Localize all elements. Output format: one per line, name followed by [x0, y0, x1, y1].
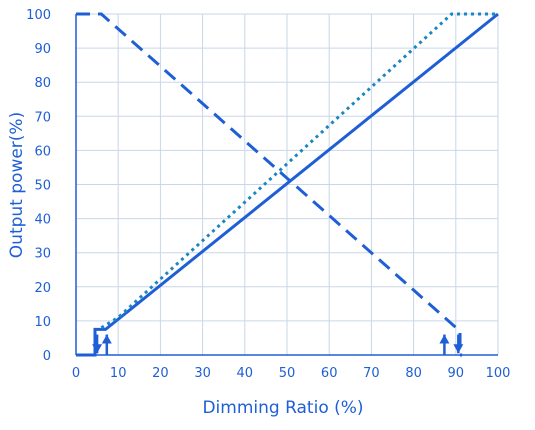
grid — [76, 13, 499, 355]
x-tick-label: 30 — [194, 366, 211, 381]
x-tick-label: 0 — [72, 366, 80, 381]
series-line-dotted — [100, 12, 498, 330]
x-tick-label: 50 — [279, 366, 296, 381]
y-axis-label: Output power(%) — [7, 112, 27, 258]
y-tick-label: 60 — [34, 144, 51, 159]
arrow-head — [453, 344, 464, 354]
y-tick-label: 90 — [34, 42, 51, 57]
x-tick-label: 60 — [321, 366, 338, 381]
arrow-up — [101, 334, 112, 355]
x-axis-label: Dimming Ratio (%) — [202, 398, 363, 418]
arrow-head — [92, 344, 103, 354]
arrow-group — [92, 334, 464, 355]
x-tick-label: 40 — [237, 366, 254, 381]
arrow-head — [101, 334, 112, 344]
arrow-up — [439, 334, 450, 355]
y-tick-label: 20 — [34, 281, 51, 296]
y-tick-label: 50 — [34, 179, 51, 194]
x-tick-label: 80 — [405, 366, 422, 381]
x-tick-label: 100 — [486, 366, 511, 381]
x-tick-label: 20 — [152, 366, 169, 381]
y-tick-label: 70 — [34, 110, 51, 125]
arrow-down — [92, 334, 103, 354]
x-tick-label: 10 — [110, 366, 127, 381]
y-tick-label: 0 — [43, 349, 51, 364]
y-tick-label: 80 — [34, 76, 51, 91]
y-tick-label: 10 — [34, 315, 51, 330]
axes: 0 10 20 30 40 50 60 70 80 90 100 0 10 20 30 40 50 60 70 80 9… — [26, 8, 510, 381]
arrow-down — [453, 334, 464, 354]
arrow-head — [439, 334, 450, 344]
x-tick-label: 70 — [363, 366, 380, 381]
y-tick-label: 100 — [26, 8, 51, 23]
y-tick-label: 30 — [34, 247, 51, 262]
x-tick-label: 90 — [448, 366, 465, 381]
y-tick-label: 40 — [34, 213, 51, 228]
